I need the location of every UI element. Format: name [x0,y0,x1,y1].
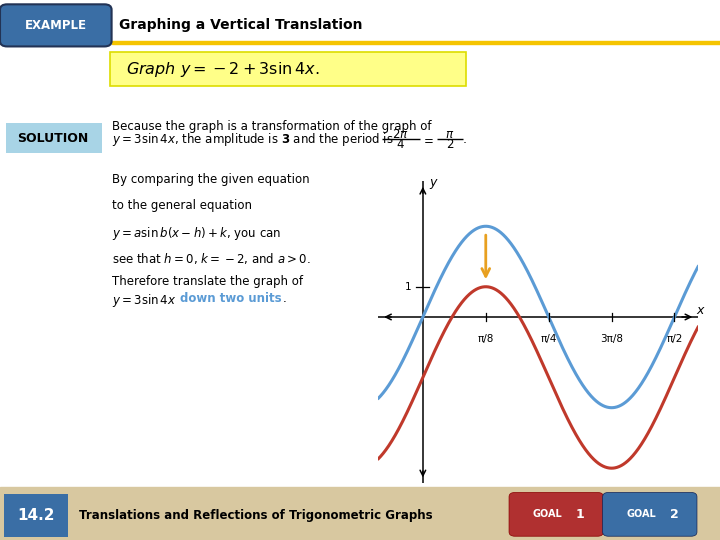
Text: Graphing a Vertical Translation: Graphing a Vertical Translation [119,18,362,32]
Text: Because the graph is a transformation of the graph of: Because the graph is a transformation of… [112,120,431,133]
Text: $y = 3\sin 4x$, the amplitude is $\mathbf{3}$ and the period is: $y = 3\sin 4x$, the amplitude is $\mathb… [112,131,393,148]
Text: 2: 2 [670,508,678,521]
Text: By comparing the given equation: By comparing the given equation [112,173,309,186]
Text: 14.2: 14.2 [17,508,55,523]
Text: $2\pi$: $2\pi$ [392,129,409,141]
Text: 1: 1 [576,508,585,521]
Text: GOAL: GOAL [626,509,656,519]
Text: π/2: π/2 [666,334,683,343]
Text: SOLUTION: SOLUTION [17,132,88,145]
Text: .: . [283,292,287,305]
Text: π/8: π/8 [477,334,494,343]
Text: $2$: $2$ [446,138,454,151]
Text: .: . [462,133,467,146]
Text: π/4: π/4 [541,334,557,343]
Text: x: x [697,304,704,317]
Text: $y = 3\sin 4x$: $y = 3\sin 4x$ [112,292,176,308]
Text: down two units: down two units [180,292,282,305]
Text: 3π/8: 3π/8 [600,334,623,343]
Text: $\pi$: $\pi$ [446,129,454,141]
Text: GOAL: GOAL [533,509,562,519]
Text: y: y [429,176,436,189]
Text: $4$: $4$ [396,138,405,151]
Text: $y = a\sin b(x - h) + k$, you can: $y = a\sin b(x - h) + k$, you can [112,225,281,241]
Text: Graph $y = -2 + 3\sin 4x.$: Graph $y = -2 + 3\sin 4x.$ [126,59,320,79]
Text: EXAMPLE: EXAMPLE [24,19,87,32]
Text: Therefore translate the graph of: Therefore translate the graph of [112,275,302,288]
Text: see that $h = 0$, $k = -2$, and $a > 0$.: see that $h = 0$, $k = -2$, and $a > 0$. [112,251,310,266]
Text: $=$: $=$ [420,133,433,146]
Text: 1: 1 [405,282,412,292]
Text: to the general equation: to the general equation [112,199,251,212]
Text: Translations and Reflections of Trigonometric Graphs: Translations and Reflections of Trigonom… [79,509,433,522]
